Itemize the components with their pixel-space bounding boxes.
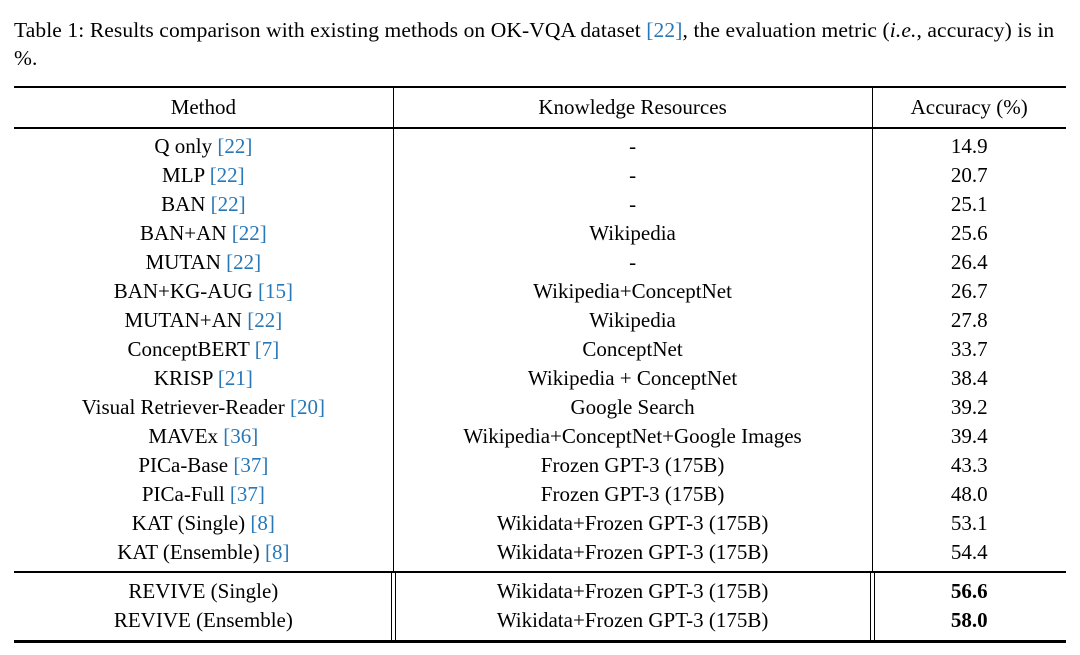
table-row: KAT (Single) [8] Wikidata+Frozen GPT-3 (1… bbox=[14, 509, 1066, 538]
header-row: Method Knowledge Resources Accuracy (%) bbox=[14, 92, 1066, 122]
table-row: KRISP [21] Wikipedia + ConceptNet 38.4 bbox=[14, 364, 1066, 393]
method-cell: ConceptBERT [7] bbox=[127, 336, 280, 361]
table-header: Method Knowledge Resources Accuracy (%) bbox=[14, 85, 1066, 129]
table-row: BAN+KG-AUG [15] Wikipedia+ConceptNet 26.7 bbox=[14, 277, 1066, 306]
table-row: MUTAN+AN [22] Wikipedia 27.8 bbox=[14, 306, 1066, 335]
accuracy-cell: 39.4 bbox=[950, 423, 988, 448]
method-cell: BAN [22] bbox=[161, 191, 246, 216]
accuracy-cell: 54.4 bbox=[950, 539, 988, 564]
method-cell: REVIVE (Ensemble) bbox=[113, 607, 293, 632]
method-cell: PICa-Full [37] bbox=[141, 481, 265, 506]
method-cell: Q only [22] bbox=[154, 133, 253, 158]
accuracy-cell: 58.0 bbox=[950, 607, 988, 632]
table-body: Q only [22] - 14.9 MLP [22] - 20.7 BAN [22] - 25… bbox=[14, 128, 1066, 573]
method-cell: MUTAN [22] bbox=[145, 249, 262, 274]
header-accuracy: Accuracy (%) bbox=[910, 94, 1028, 119]
method-cell: MLP [22] bbox=[162, 162, 245, 187]
table-row: PICa-Base [37] Frozen GPT-3 (175B) 43.3 bbox=[14, 451, 1066, 480]
citation-link[interactable]: [8] bbox=[250, 510, 275, 535]
accuracy-cell: 25.1 bbox=[950, 191, 988, 216]
method-cell: MUTAN+AN [22] bbox=[124, 307, 283, 332]
resources-cell: Wikidata+Frozen GPT-3 (175B) bbox=[496, 578, 769, 603]
caption-text: , accuracy) is in %. bbox=[14, 18, 1055, 71]
method-cell: KRISP [21] bbox=[153, 365, 253, 390]
resources-cell: - bbox=[629, 249, 637, 274]
table-row: BAN [22] - 25.1 bbox=[14, 190, 1066, 219]
caption-text: , the evaluation metric ( bbox=[682, 18, 890, 42]
table-footer-revive: REVIVE (Single) Wikidata+Frozen GPT-3 (17… bbox=[14, 572, 1066, 643]
table-row: REVIVE (Single) Wikidata+Frozen GPT-3 (17… bbox=[14, 577, 1066, 606]
method-cell: BAN+KG-AUG [15] bbox=[113, 278, 293, 303]
resources-cell: - bbox=[629, 133, 637, 158]
accuracy-cell: 53.1 bbox=[950, 510, 988, 535]
table-row: ConceptBERT [7] ConceptNet 33.7 bbox=[14, 335, 1066, 364]
accuracy-cell: 25.6 bbox=[950, 220, 988, 245]
table-row: MLP [22] - 20.7 bbox=[14, 161, 1066, 190]
method-cell: REVIVE (Single) bbox=[128, 578, 279, 603]
citation-link[interactable]: [22] bbox=[646, 18, 683, 42]
accuracy-cell: 38.4 bbox=[950, 365, 988, 390]
method-cell: PICa-Base [37] bbox=[138, 452, 269, 477]
citation-link[interactable]: [37] bbox=[229, 481, 265, 506]
resources-cell: - bbox=[629, 191, 637, 216]
resources-cell: Wikipedia+ConceptNet bbox=[533, 278, 732, 303]
citation-link[interactable]: [22] bbox=[210, 191, 246, 216]
resources-cell: ConceptNet bbox=[582, 336, 683, 361]
citation-link[interactable]: [21] bbox=[217, 365, 253, 390]
accuracy-cell: 27.8 bbox=[950, 307, 988, 332]
resources-cell: Wikipedia bbox=[589, 220, 676, 245]
accuracy-cell: 56.6 bbox=[950, 578, 988, 603]
accuracy-cell: 20.7 bbox=[950, 162, 988, 187]
citation-link[interactable]: [7] bbox=[254, 336, 280, 361]
method-cell: MAVEx [36] bbox=[148, 423, 259, 448]
citation-link[interactable]: [20] bbox=[289, 394, 325, 419]
resources-cell: Google Search bbox=[570, 394, 695, 419]
citation-link[interactable]: [36] bbox=[223, 423, 259, 448]
table-row: KAT (Ensemble) [8] Wikidata+Frozen GPT-3 … bbox=[14, 538, 1066, 567]
resources-cell: Wikipedia + ConceptNet bbox=[527, 365, 738, 390]
table-row: PICa-Full [37] Frozen GPT-3 (175B) 48.0 bbox=[14, 480, 1066, 509]
citation-link[interactable]: [22] bbox=[231, 220, 267, 245]
citation-link[interactable]: [8] bbox=[264, 539, 290, 564]
method-cell: KAT (Ensemble) [8] bbox=[117, 539, 290, 564]
accuracy-cell: 33.7 bbox=[950, 336, 988, 361]
resources-cell: Frozen GPT-3 (175B) bbox=[540, 481, 725, 506]
method-cell: KAT (Single) [8] bbox=[131, 510, 275, 535]
table-row: MUTAN [22] - 26.4 bbox=[14, 248, 1066, 277]
resources-cell: Wikidata+Frozen GPT-3 (175B) bbox=[496, 539, 769, 564]
caption-italic-ie: i.e. bbox=[889, 18, 917, 42]
table-row: MAVEx [36] Wikipedia+ConceptNet+Google Im… bbox=[14, 422, 1066, 451]
resources-cell: Frozen GPT-3 (175B) bbox=[540, 452, 725, 477]
table-row: Q only [22] - 14.9 bbox=[14, 132, 1066, 161]
citation-link[interactable]: [15] bbox=[257, 278, 293, 303]
method-cell: Visual Retriever-Reader [20] bbox=[81, 394, 325, 419]
method-cell: BAN+AN [22] bbox=[139, 220, 267, 245]
resources-cell: Wikipedia+ConceptNet+Google Images bbox=[463, 423, 802, 448]
resources-cell: Wikipedia bbox=[589, 307, 676, 332]
citation-link[interactable]: [22] bbox=[209, 162, 245, 187]
table-row: BAN+AN [22] Wikipedia 25.6 bbox=[14, 219, 1066, 248]
accuracy-cell: 14.9 bbox=[950, 133, 988, 158]
citation-link[interactable]: [22] bbox=[247, 307, 283, 332]
header-method: Method bbox=[170, 94, 237, 119]
caption-text: Table 1: Results comparison with existin… bbox=[14, 18, 647, 42]
citation-link[interactable]: [22] bbox=[217, 133, 253, 158]
accuracy-cell: 26.4 bbox=[950, 249, 988, 274]
accuracy-cell: 48.0 bbox=[950, 481, 988, 506]
header-knowledge-resources: Knowledge Resources bbox=[538, 94, 727, 119]
accuracy-cell: 26.7 bbox=[950, 278, 988, 303]
citation-link[interactable]: [22] bbox=[226, 249, 262, 274]
table-caption: Table 1: Results comparison with existin… bbox=[14, 16, 1066, 73]
table-row: Visual Retriever-Reader [20] Google Searc… bbox=[14, 393, 1066, 422]
accuracy-cell: 43.3 bbox=[950, 452, 988, 477]
results-table: Method Knowledge Resources Accuracy (%) … bbox=[14, 85, 1066, 643]
table-row: REVIVE (Ensemble) Wikidata+Frozen GPT-3 (… bbox=[14, 606, 1066, 635]
citation-link[interactable]: [37] bbox=[233, 452, 269, 477]
resources-cell: - bbox=[629, 162, 637, 187]
accuracy-cell: 39.2 bbox=[950, 394, 988, 419]
resources-cell: Wikidata+Frozen GPT-3 (175B) bbox=[496, 510, 769, 535]
resources-cell: Wikidata+Frozen GPT-3 (175B) bbox=[496, 607, 769, 632]
